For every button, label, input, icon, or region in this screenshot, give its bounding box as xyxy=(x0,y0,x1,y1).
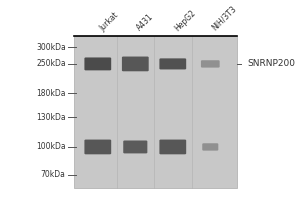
Text: 130kDa: 130kDa xyxy=(36,113,66,122)
FancyBboxPatch shape xyxy=(201,60,220,68)
Text: 180kDa: 180kDa xyxy=(36,89,66,98)
FancyBboxPatch shape xyxy=(84,57,111,70)
Text: HepG2: HepG2 xyxy=(173,8,197,33)
Text: 250kDa: 250kDa xyxy=(36,59,66,68)
FancyBboxPatch shape xyxy=(159,58,186,69)
FancyBboxPatch shape xyxy=(202,143,218,151)
FancyBboxPatch shape xyxy=(159,140,186,154)
Text: 70kDa: 70kDa xyxy=(41,170,66,179)
FancyBboxPatch shape xyxy=(123,140,147,153)
Text: A431: A431 xyxy=(135,12,156,33)
Text: NIH/3T3: NIH/3T3 xyxy=(210,4,238,33)
FancyBboxPatch shape xyxy=(84,140,111,154)
FancyBboxPatch shape xyxy=(122,57,149,71)
Text: SNRNP200: SNRNP200 xyxy=(248,59,296,68)
Bar xyxy=(74,36,237,188)
Text: 300kDa: 300kDa xyxy=(36,43,66,52)
Text: 100kDa: 100kDa xyxy=(36,142,66,151)
Text: Jurkat: Jurkat xyxy=(98,10,120,33)
